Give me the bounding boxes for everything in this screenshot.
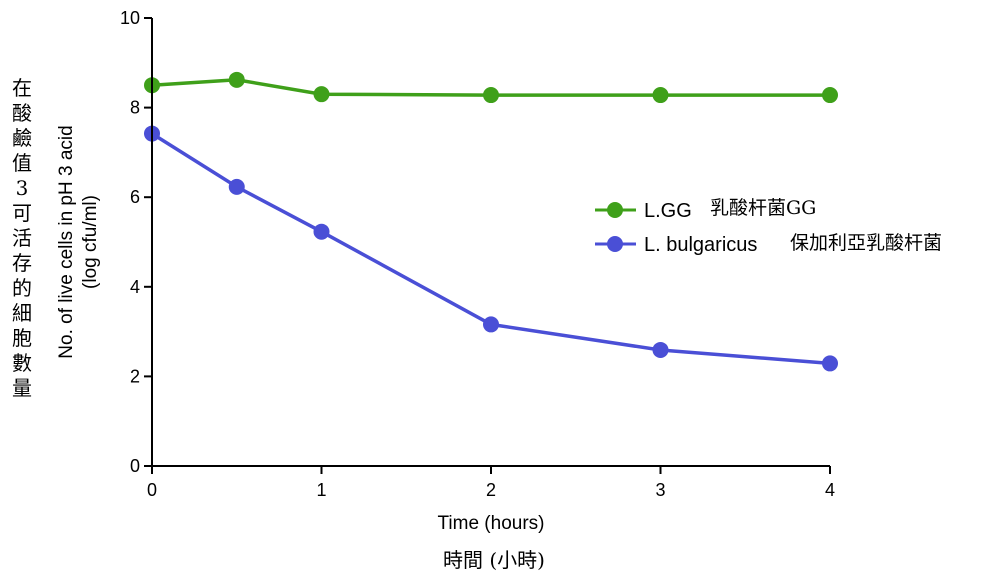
legend-item-bulgaricus: L. bulgaricus 保加利亞乳酸杆菌 (595, 232, 942, 256)
data-point-series-0 (228, 71, 245, 88)
axis-ticks: 0 1 2 3 4 0 2 4 6 8 10 (120, 8, 835, 500)
x-tick-label: 4 (825, 480, 835, 500)
legend-label-lgg-cjk: 乳酸杆菌GG (710, 197, 816, 219)
y-tick-label: 0 (130, 456, 140, 476)
legend-item-lgg: L.GG 乳酸杆菌GG (595, 197, 816, 222)
legend-label-bulgaricus: L. bulgaricus (644, 234, 757, 256)
y-axis-title-cjk-char: 值 (12, 151, 32, 175)
y-axis-title-cjk-char: 酸 (12, 101, 32, 125)
data-point-series-1 (228, 178, 245, 195)
y-tick-label: 8 (130, 98, 140, 118)
y-axis-subtitle: (log cfu/ml) (80, 195, 101, 289)
data-point-series-1 (483, 316, 499, 333)
y-tick-label: 4 (130, 277, 140, 297)
x-tick-label: 3 (655, 480, 665, 500)
y-axis-title-cjk-char: 在 (12, 76, 32, 100)
data-point-series-0 (313, 86, 330, 103)
y-tick-label: 6 (130, 187, 140, 207)
y-tick-label: 10 (120, 8, 140, 28)
y-axis-title-cjk-char: 活 (12, 226, 32, 250)
y-axis-title-cjk-char: 胞 (12, 326, 32, 350)
legend: L.GG 乳酸杆菌GG L. bulgaricus 保加利亞乳酸杆菌 (595, 197, 942, 256)
x-tick-label: 2 (486, 480, 496, 500)
y-axis-title: No. of live cells in pH 3 acid (56, 125, 77, 358)
y-axis-title-cjk-char: 數 (12, 351, 32, 375)
data-point-series-0 (483, 87, 499, 104)
y-axis-title-cjk-char: 3 (16, 176, 29, 200)
y-axis-title-cjk-char: 可 (12, 201, 32, 225)
y-axis-title-cjk-char: 細 (12, 301, 32, 325)
series-line-1 (151, 132, 831, 366)
legend-marker-lgg (607, 202, 623, 218)
y-axis-title-cjk-char: 存 (12, 251, 32, 275)
data-point-series-1 (313, 223, 330, 240)
data-point-series-1 (822, 355, 838, 372)
legend-marker-bulgaricus (607, 236, 623, 252)
x-tick-label: 0 (147, 480, 157, 500)
series-line-0 (151, 78, 830, 97)
data-point-series-1 (652, 341, 669, 358)
data-point-series-0 (822, 87, 838, 104)
legend-label-lgg: L.GG (644, 200, 692, 222)
legend-label-bulgaricus-cjk: 保加利亞乳酸杆菌 (790, 232, 942, 254)
x-axis-title-cjk: 時間 (小時) (443, 548, 545, 572)
y-axis-title-cjk-char: 量 (12, 376, 32, 400)
y-axis-title-cjk-char: 鹼 (12, 126, 32, 150)
plot-area (144, 71, 838, 372)
x-axis-title: Time (hours) (438, 513, 545, 534)
y-axis-title-cjk-char: 的 (12, 276, 32, 300)
x-tick-label: 1 (316, 480, 326, 500)
y-tick-label: 2 (130, 366, 140, 386)
data-point-series-0 (652, 87, 669, 104)
